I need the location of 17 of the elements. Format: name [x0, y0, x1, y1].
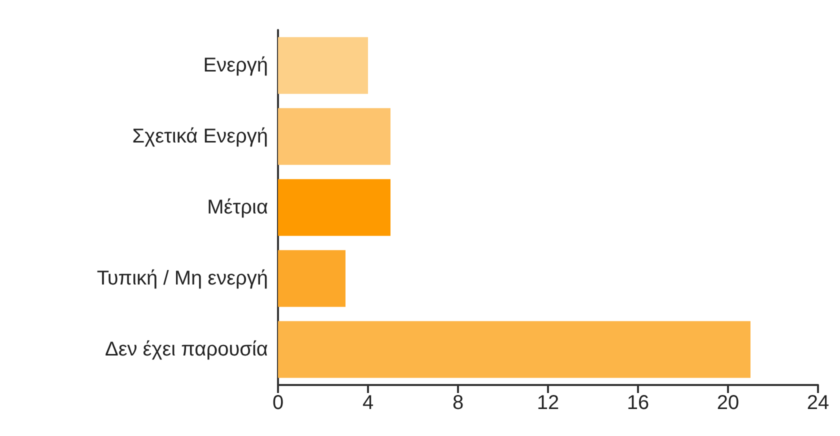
bar: [278, 37, 368, 94]
x-tick-label: 0: [272, 392, 284, 414]
bar: [278, 179, 390, 236]
bar: [278, 250, 346, 307]
y-tick-label: Ενεργή: [203, 54, 268, 76]
x-tick-label: 4: [362, 392, 374, 414]
x-tick-label: 16: [626, 392, 650, 414]
y-tick-label: Μέτρια: [207, 196, 268, 218]
y-tick-label: Τυπική / Μη ενεργή: [96, 268, 268, 290]
y-tick-label: Σχετικά Ενεργή: [132, 126, 268, 148]
x-tick-label: 12: [536, 392, 560, 414]
bar: [278, 108, 390, 165]
x-tick-label: 20: [716, 392, 740, 414]
bar: [278, 321, 750, 378]
x-tick-label: 24: [806, 392, 830, 414]
y-tick-label: Δεν έχει παρουσία: [104, 338, 268, 360]
x-tick-label: 8: [452, 392, 464, 414]
